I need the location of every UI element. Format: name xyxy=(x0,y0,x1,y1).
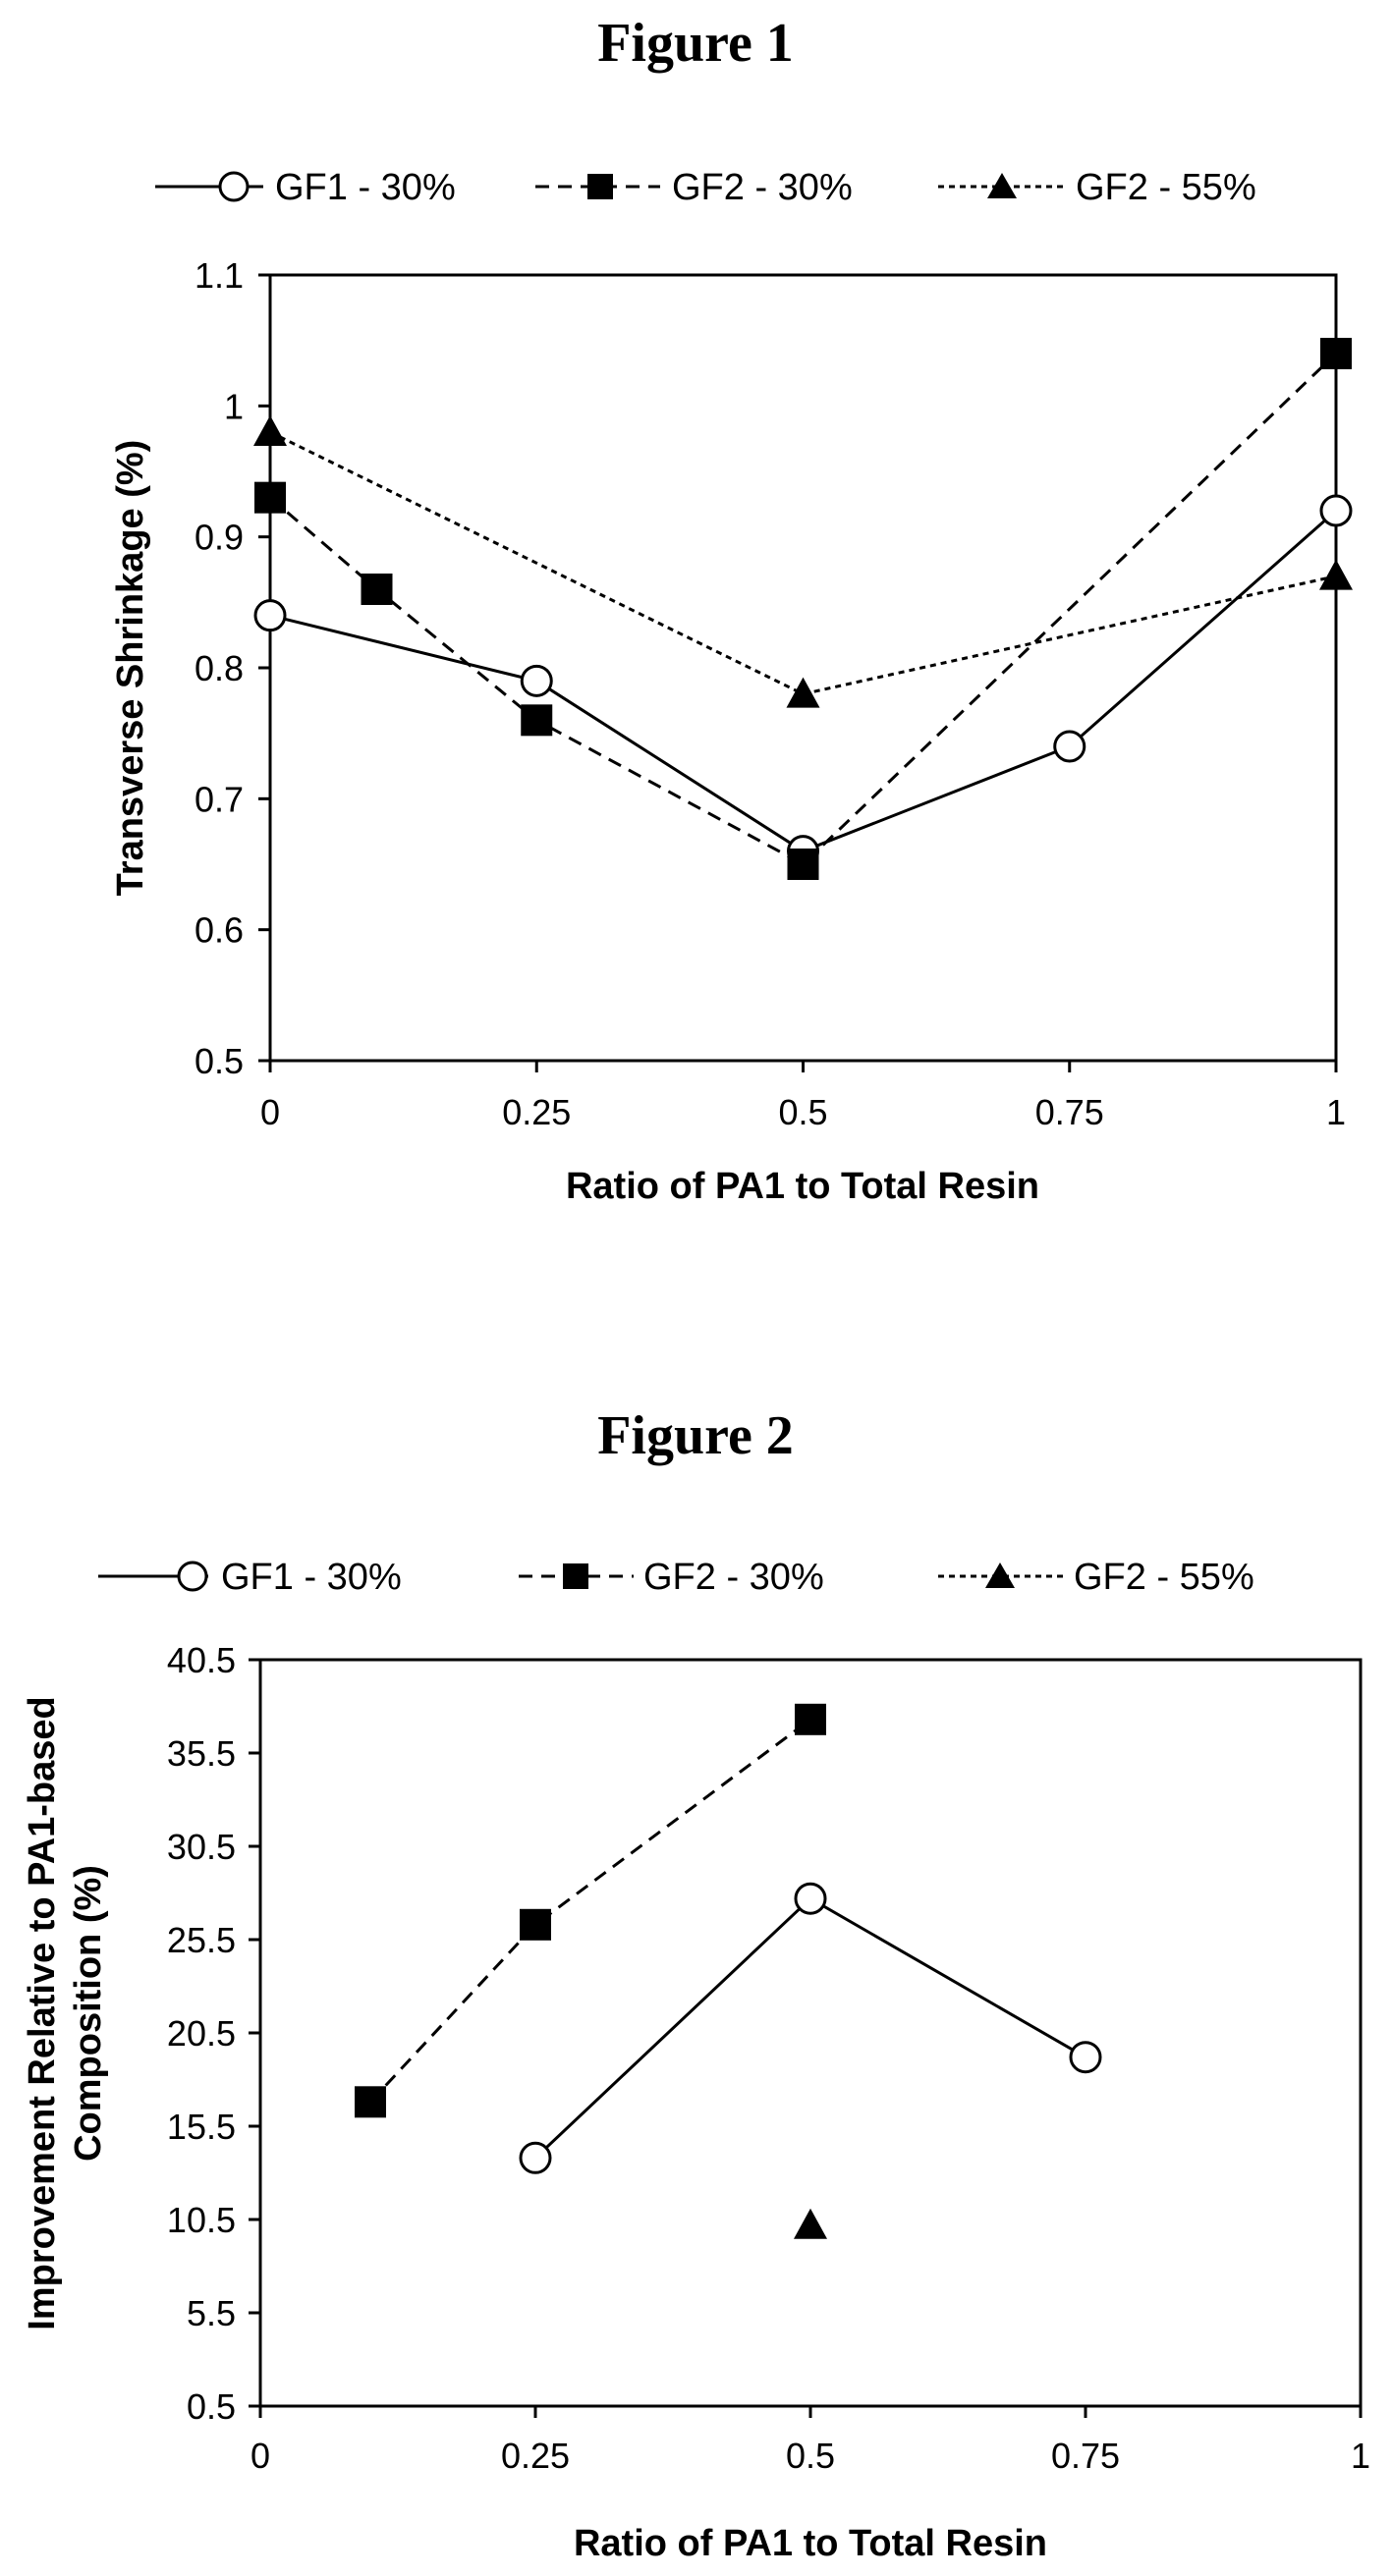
figure-1-series-gf2-55 xyxy=(253,415,1353,708)
figure-1-x-axis: 0 0.25 0.5 0.75 1 xyxy=(260,1061,1346,1132)
figure-2-y-tick-label: 25.5 xyxy=(167,1920,236,1960)
figure-1-plot-area xyxy=(270,275,1336,1061)
figure-1-y-tick-label: 1 xyxy=(224,386,244,426)
figure-1-series-gf2-30-point xyxy=(254,482,286,514)
figure-2-y-tick-label: 5.5 xyxy=(187,2293,236,2333)
legend-label-gf2-30: GF2 - 30% xyxy=(643,1557,824,1598)
figure-2-series-gf1-30-line xyxy=(535,1898,1086,2158)
figure-2-legend: GF1 - 30% GF2 - 30% GF2 - 55% xyxy=(98,1557,1254,1598)
figure-1-title: Figure 1 xyxy=(597,13,794,74)
figure-2-y-tick-label: 30.5 xyxy=(167,1827,236,1867)
figure-2-plot-area xyxy=(260,1660,1361,2406)
figure-1-series xyxy=(253,338,1353,880)
legend-label-gf2-55: GF2 - 55% xyxy=(1076,167,1256,208)
figure-2-series-gf1-30-point xyxy=(796,1884,825,1913)
figure-1-y-tick-label: 0.9 xyxy=(195,518,244,558)
legend-label-gf2-55: GF2 - 55% xyxy=(1074,1557,1254,1598)
figure-2-y-axis-title-line-2: Composition (%) xyxy=(68,1865,109,2162)
figure-2-y-tick-label: 35.5 xyxy=(167,1733,236,1774)
figure-2-x-tick-label: 0 xyxy=(251,2436,270,2476)
figure-1-x-tick-label: 0.75 xyxy=(1035,1092,1104,1132)
figure-2-series-gf2-55-point xyxy=(794,2209,827,2239)
figure-2-y-axis: 0.5 5.5 10.5 15.5 20.5 25.5 30.5 35.5 40.5 xyxy=(167,1640,260,2427)
figure-2-x-axis-title: Ratio of PA1 to Total Resin xyxy=(574,2523,1047,2564)
figure-1-y-axis-title: Transverse Shrinkage (%) xyxy=(110,440,151,897)
figure-1-series-gf1-30-point xyxy=(1321,496,1351,525)
figure-1-y-tick-label: 0.8 xyxy=(195,648,244,688)
figure-1-series-gf1-30-point xyxy=(522,666,551,695)
figure-2-series-gf2-30 xyxy=(355,1704,826,2118)
figure-2-y-axis-title-line-1: Improvement Relative to PA1-based xyxy=(22,1696,63,2329)
legend-marker-gf1-30 xyxy=(220,173,248,200)
figure-1-series-gf2-55-point xyxy=(253,415,287,446)
figure-1-x-tick-label: 1 xyxy=(1326,1092,1346,1132)
figure-1-series-gf2-30-point xyxy=(1320,338,1352,369)
legend-item-gf2-55: GF2 - 55% xyxy=(938,167,1256,208)
figure-2-y-tick-label: 0.5 xyxy=(187,2386,236,2427)
figure-1-y-tick-label: 0.6 xyxy=(195,910,244,951)
figure-1-y-axis: 0.5 0.6 0.7 0.8 0.9 1 1.1 xyxy=(195,255,270,1081)
figure-1-legend: GF1 - 30% GF2 - 30% GF2 - 55% xyxy=(155,167,1256,208)
figure-1-series-gf2-30-point xyxy=(521,704,552,736)
figure-2-series-gf1-30-point xyxy=(521,2143,550,2172)
legend-marker-gf2-30 xyxy=(587,174,613,199)
figure-1-x-tick-label: 0.5 xyxy=(778,1092,827,1132)
figure-2-series-gf1-30-point xyxy=(1071,2043,1100,2072)
figure-2-x-axis: 0 0.25 0.5 0.75 1 xyxy=(251,2406,1370,2476)
figure-2-y-tick-label: 40.5 xyxy=(167,1640,236,1680)
figure-2-x-tick-label: 0.75 xyxy=(1051,2436,1120,2476)
legend-item-gf2-55: GF2 - 55% xyxy=(938,1557,1254,1598)
figure-2-series-gf1-30 xyxy=(521,1884,1100,2172)
figure-1-series-gf2-30-point xyxy=(362,574,393,605)
figure-2-series-gf2-30-line xyxy=(370,1720,810,2103)
legend-marker-gf2-55 xyxy=(985,1562,1015,1588)
figure-2-y-tick-label: 20.5 xyxy=(167,2013,236,2054)
legend-item-gf1-30: GF1 - 30% xyxy=(155,167,456,208)
figure-2-x-tick-label: 1 xyxy=(1351,2436,1370,2476)
figure-1-series-gf2-30-point xyxy=(788,849,819,880)
figure-1-y-tick-label: 0.7 xyxy=(195,779,244,819)
legend-item-gf2-30: GF2 - 30% xyxy=(519,1557,824,1598)
figure-2-x-tick-label: 0.5 xyxy=(786,2436,835,2476)
figure-2-title: Figure 2 xyxy=(597,1405,794,1466)
figure-2: Figure 2 GF1 - 30% GF2 - 30% GF2 - 55% 0… xyxy=(22,1405,1370,2564)
figure-1-x-axis-title: Ratio of PA1 to Total Resin xyxy=(566,1166,1039,1207)
figure-2-series-gf2-55 xyxy=(794,2209,827,2239)
legend-label-gf1-30: GF1 - 30% xyxy=(275,167,456,208)
figure-1-y-tick-label: 1.1 xyxy=(195,255,244,296)
figure-2-series-gf2-30-point xyxy=(355,2086,386,2117)
legend-label-gf2-30: GF2 - 30% xyxy=(672,167,853,208)
figure-1-series-gf2-30-line xyxy=(270,354,1336,864)
legend-marker-gf2-30 xyxy=(563,1563,588,1589)
legend-marker-gf1-30 xyxy=(179,1562,206,1590)
figure-1-x-tick-label: 0.25 xyxy=(502,1092,571,1132)
figure-2-y-tick-label: 10.5 xyxy=(167,2200,236,2240)
figure-1-y-tick-label: 0.5 xyxy=(195,1041,244,1081)
legend-marker-gf2-55 xyxy=(987,173,1017,198)
figure-2-series xyxy=(355,1704,1100,2239)
figure-2-y-tick-label: 15.5 xyxy=(167,2107,236,2147)
figure-1-series-gf1-30-point xyxy=(255,601,285,630)
figure-2-series-gf2-30-point xyxy=(520,1909,551,1941)
figure-2-x-tick-label: 0.25 xyxy=(501,2436,570,2476)
figure-1: Figure 1 GF1 - 30% GF2 - 30% GF2 - 55% 0… xyxy=(110,13,1353,1207)
legend-item-gf2-30: GF2 - 30% xyxy=(535,167,853,208)
figure-2-series-gf2-30-point xyxy=(795,1704,826,1735)
figure-1-x-tick-label: 0 xyxy=(260,1092,280,1132)
figure-1-series-gf2-55-point xyxy=(1319,560,1353,590)
legend-label-gf1-30: GF1 - 30% xyxy=(221,1557,402,1598)
figure-canvas: Figure 1 GF1 - 30% GF2 - 30% GF2 - 55% 0… xyxy=(0,0,1392,2576)
figure-1-series-gf1-30-point xyxy=(1055,732,1085,761)
legend-item-gf1-30: GF1 - 30% xyxy=(98,1557,402,1598)
